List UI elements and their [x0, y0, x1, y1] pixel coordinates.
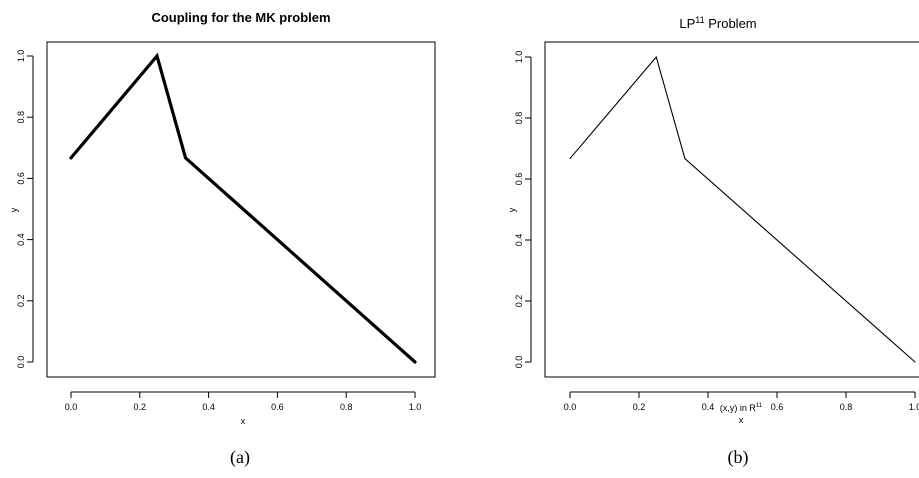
x-axis: 0.0 0.2 0.4 0.6 0.8 1.0	[65, 391, 422, 412]
panel-caption: (a)	[230, 447, 250, 468]
x-axis-label: x	[241, 416, 246, 426]
plot-frame	[46, 41, 436, 378]
y-tick-label: 0.6	[16, 172, 26, 185]
data-series-group	[69, 52, 417, 364]
y-tick-label: 0.2	[514, 295, 524, 308]
x-tick-label: 0.6	[771, 402, 784, 412]
y-tick-label: 0.4	[514, 234, 524, 247]
y-axis: 0.0 0.2 0.4 0.6 0.8 1.0	[16, 50, 34, 369]
plot-frame	[544, 41, 919, 378]
x-note-main: (x,y) in R	[720, 403, 757, 413]
title-main: LP	[679, 16, 695, 31]
chart-panel-b: LP11 Problem 0.0 0.2 0.4 0.6 0.8 1.0 0.00.20.…	[507, 15, 919, 468]
y-tick-label: 0.0	[16, 356, 26, 369]
x-tick-label: 1.0	[409, 402, 422, 412]
x-tick-label: 0.4	[202, 402, 215, 412]
x-note-superscript: 11	[756, 403, 763, 409]
x-tick-label: 0.0	[564, 402, 577, 412]
x-tick-label: 0.2	[633, 402, 646, 412]
series-line-0	[569, 55, 916, 363]
panel-caption: (b)	[728, 447, 749, 468]
chart-title: LP11 Problem	[679, 15, 756, 31]
y-tick-label: 1.0	[514, 51, 524, 64]
y-axis-label: y	[507, 207, 517, 212]
x-tick-label: 0.8	[840, 402, 853, 412]
y-tick-label: 0.4	[16, 233, 26, 246]
x-tick-label: 0.0	[65, 402, 78, 412]
y-tick-label: 0.8	[16, 111, 26, 124]
x-tick-label: 0.8	[340, 402, 353, 412]
y-tick-label: 0.2	[16, 295, 26, 308]
data-series-group	[569, 55, 916, 363]
y-tick-label: 0.8	[514, 112, 524, 125]
x-tick-label: 0.4	[702, 402, 715, 412]
chart-title: Coupling for the MK problem	[151, 10, 330, 25]
series-line-0	[69, 52, 417, 364]
y-tick-label: 0.6	[514, 173, 524, 186]
y-axis: 0.0 0.2 0.4 0.6 0.8 1.0	[514, 51, 532, 369]
x-axis-note: (x,y) in R11	[720, 403, 763, 413]
chart-panel-a: Coupling for the MK problem 0.0 0.2 0.4 0.6…	[9, 10, 436, 468]
title-suffix: Problem	[705, 16, 757, 31]
x-axis-label: x	[739, 415, 744, 425]
x-axis: 0.0 0.2 0.4 0.6 0.8 1.0	[564, 391, 919, 412]
x-tick-label: 1.0	[909, 402, 919, 412]
x-tick-label: 0.2	[134, 402, 147, 412]
y-tick-label: 1.0	[16, 50, 26, 63]
x-tick-label: 0.6	[271, 402, 284, 412]
y-tick-label: 0.0	[514, 356, 524, 369]
title-superscript: 11	[695, 15, 704, 25]
y-axis-label: y	[9, 207, 19, 212]
